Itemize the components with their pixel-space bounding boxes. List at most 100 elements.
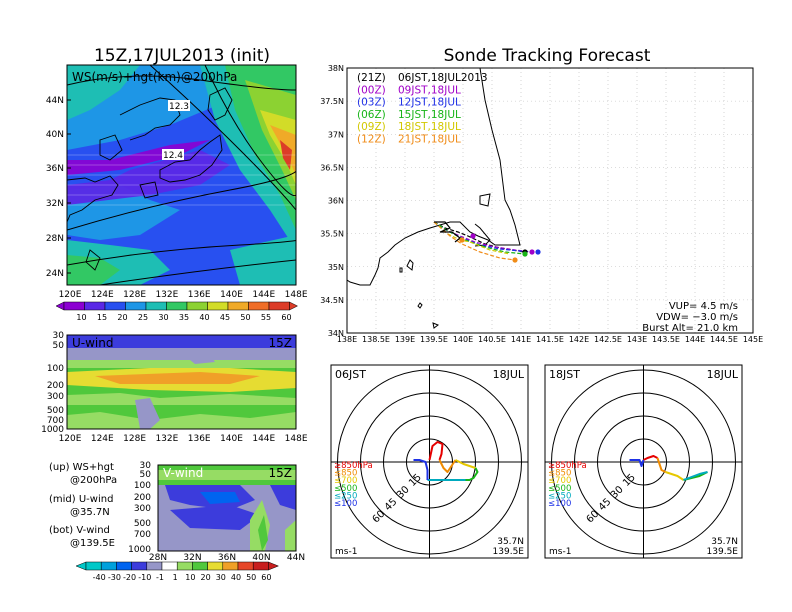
wind-colorbar-label: 1	[173, 573, 178, 582]
wind-colorbar-label: 20	[201, 573, 211, 582]
hodograph-trace-segment	[465, 467, 479, 481]
track-legend: (21Z) 06JST,18JUL2013 (00Z) 09JST,18JUL (03Z…	[357, 72, 488, 146]
ws-colorbar-label: 15	[97, 313, 107, 322]
hodograph-lat: 35.7N	[711, 537, 738, 547]
hodograph-trace-segment	[643, 455, 658, 461]
hodograph-time: 06JST	[335, 368, 366, 381]
uwind-pressure-tick: 50	[53, 341, 65, 351]
track-legend-time: (21Z)	[357, 72, 386, 84]
ws-map-lon-tick: 136E	[188, 290, 211, 300]
track-lat-tick: 38N	[328, 64, 344, 73]
track-lines	[433, 221, 541, 263]
hodograph-level-label: ≤700	[334, 476, 357, 486]
hodograph-trace-segment	[656, 457, 666, 473]
right-title: Sonde Tracking Forecast	[444, 46, 651, 66]
vwind-lat-tick: 36N	[218, 553, 236, 563]
hodograph-trace-segment	[683, 471, 708, 481]
uwind-lon-tick: 140E	[220, 434, 243, 444]
track-lat-ticks: 38N 37.5N 37N 36.5N 36N 35.5N 35N 34.5N 34N	[320, 64, 344, 338]
ws-map-lat-tick: 32N	[46, 199, 64, 209]
track-lon-tick: 140E	[453, 335, 473, 344]
ws-map-lon-tick: 120E	[59, 290, 82, 300]
ws-map-lat-ticks: 44N 40N 36N 32N 28N 24N	[46, 96, 71, 279]
track-lat-tick: 36N	[328, 197, 344, 206]
wind-colorbar-swatch	[100, 561, 117, 571]
ws-colorbar-swatch	[207, 301, 229, 311]
track-coastline	[347, 68, 521, 329]
vwind-pressure-tick: 30	[140, 461, 152, 471]
legend-notes: (up) WS+hgt @200hPa (mid) U-wind @35.7N …	[49, 462, 117, 549]
uwind-field	[67, 335, 296, 429]
uwind-label: U-wind	[72, 336, 113, 350]
track-lon-tick: 141.5E	[536, 335, 564, 344]
uwind-pressure-tick: 700	[47, 416, 64, 426]
hodograph-level-label: ≤250	[334, 491, 357, 501]
wind-colorbar-swatch	[176, 561, 193, 571]
wind-colorbar-label: 50	[246, 573, 256, 582]
wind-colorbar-swatch	[237, 561, 254, 571]
track-lon-tick: 143.5E	[652, 335, 680, 344]
wind-colorbar-label: 40	[231, 573, 241, 582]
uwind-pressure-tick: 200	[47, 381, 64, 391]
wind-colorbar-label: -1	[156, 573, 164, 582]
vwind-pressure-tick: 700	[134, 530, 151, 540]
wind-colorbar-label: -30	[108, 573, 121, 582]
wind-colorbar-swatch	[116, 561, 132, 571]
note-mid-1: (mid) U-wind	[49, 494, 113, 505]
vwind-pressure-tick: 200	[134, 493, 151, 503]
wind-colorbar-swatch	[252, 561, 269, 571]
track-lat-tick: 34.5N	[320, 296, 344, 305]
note-mid-2: @35.7N	[70, 507, 110, 518]
vwind-lat-ticks: 28N 32N 36N 40N 44N	[149, 553, 305, 563]
uwind-time: 15Z	[269, 336, 293, 350]
hodograph-date: 18JUL	[707, 368, 739, 381]
contour-label-1: 12.3	[169, 102, 189, 112]
note-bot-2: @139.5E	[70, 538, 115, 549]
ws-colorbar: 10 15 20 25 30 35 40 45 50 55 60	[55, 301, 299, 322]
ws-map-lon-tick: 132E	[155, 290, 178, 300]
uwind-lon-tick: 128E	[123, 434, 146, 444]
track-lon-ticks: 138E 138.5E 139E 139.5E 140E 140.5E 141E 141.5E…	[337, 335, 763, 344]
track-legend-time: (09Z)	[357, 121, 386, 133]
hodograph-level-label: ≤500	[334, 484, 357, 494]
hodograph-18jst: 18JST 18JUL15304560≥850hPa≤850≤700≤500≤25…	[544, 364, 743, 559]
wind-colorbar-swatch	[85, 561, 102, 571]
uwind-lon-tick: 148E	[285, 434, 308, 444]
ws-map-panel: WS(m/s)+hgt(km)@200hPa 44N 40N 36N 32N 28N 24…	[46, 64, 308, 300]
ws-colorbar-swatch	[63, 301, 85, 311]
track-lon-tick: 143E	[627, 335, 647, 344]
track-lon-tick: 144.5E	[710, 335, 738, 344]
note-up-1: (up) WS+hgt	[49, 462, 114, 473]
hodograph-unit: ms-1	[335, 547, 357, 557]
hodograph-trace-segment	[629, 459, 645, 467]
track-lon-tick: 138.5E	[362, 335, 390, 344]
hodograph-trace-segment	[428, 441, 444, 461]
track-legend-jst: 06JST,18JUL2013	[398, 72, 488, 84]
hodograph-rings	[331, 365, 528, 558]
ws-map-lon-tick: 144E	[252, 290, 275, 300]
ws-colorbar-swatch	[166, 301, 188, 311]
track-legend-jst: 21JST,18JUL	[398, 134, 461, 146]
vdw-text: VDW= −3.0 m/s	[656, 312, 738, 323]
hodograph-lat: 35.7N	[497, 537, 524, 547]
vwind-lat-tick: 28N	[149, 553, 167, 563]
wind-colorbar-label: 10	[185, 573, 195, 582]
vwind-lat-tick: 40N	[252, 553, 270, 563]
track-lat-tick: 37.5N	[320, 97, 344, 106]
track-lat-tick: 36.5N	[320, 163, 344, 172]
ws-map-frame	[66, 64, 297, 286]
vwind-label: V-wind	[163, 466, 203, 480]
ws-map-lat-tick: 24N	[46, 269, 64, 279]
track-lat-tick: 35N	[328, 263, 344, 272]
uwind-lon-tick: 120E	[59, 434, 82, 444]
wind-colorbar-arrow-right	[268, 561, 280, 571]
track-lon-tick: 144E	[685, 335, 705, 344]
ws-map-lat-tick: 28N	[46, 234, 64, 244]
track-legend-time: (06Z)	[357, 109, 386, 121]
ws-colorbar-swatch	[248, 301, 270, 311]
track-legend-jst: 18JST,18JUL	[398, 121, 461, 133]
hodograph-level-label: ≤100	[334, 499, 357, 509]
